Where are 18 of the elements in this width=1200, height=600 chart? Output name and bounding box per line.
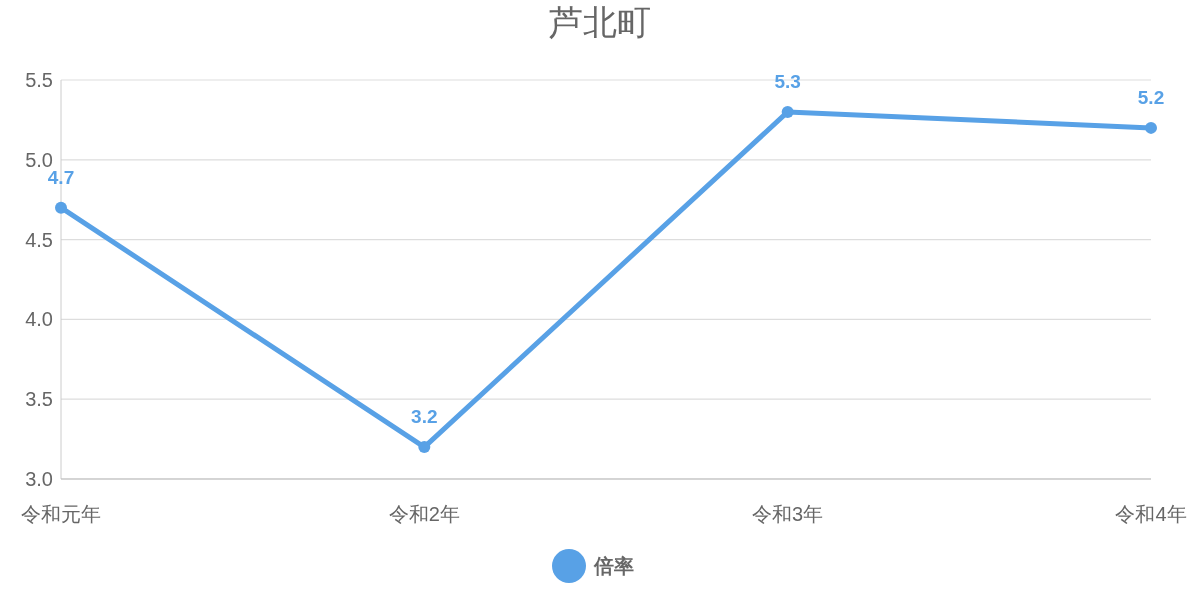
x-tick-label: 令和2年 bbox=[388, 503, 460, 525]
y-tick-label: 3.5 bbox=[25, 388, 53, 411]
point bbox=[418, 441, 431, 454]
data-label: 3.2 bbox=[411, 406, 438, 428]
y-tick-label: 4.0 bbox=[25, 308, 53, 331]
point bbox=[55, 201, 67, 214]
point bbox=[781, 105, 794, 118]
chart-title: 芦北町 bbox=[549, 3, 651, 41]
y-tick-label: 4.5 bbox=[25, 228, 53, 251]
data-label: 5.3 bbox=[774, 70, 801, 92]
legend-label: 倍率 bbox=[593, 555, 634, 577]
data-label: 5.2 bbox=[1137, 86, 1165, 108]
x-tick-label: 令和4年 bbox=[1115, 503, 1187, 525]
x-tick-label: 令和3年 bbox=[752, 503, 824, 525]
point bbox=[1145, 121, 1157, 134]
y-tick-label: 5.5 bbox=[25, 69, 53, 91]
x-tick-label: 令和元年 bbox=[21, 503, 101, 525]
y-tick-label: 3.0 bbox=[25, 468, 53, 490]
